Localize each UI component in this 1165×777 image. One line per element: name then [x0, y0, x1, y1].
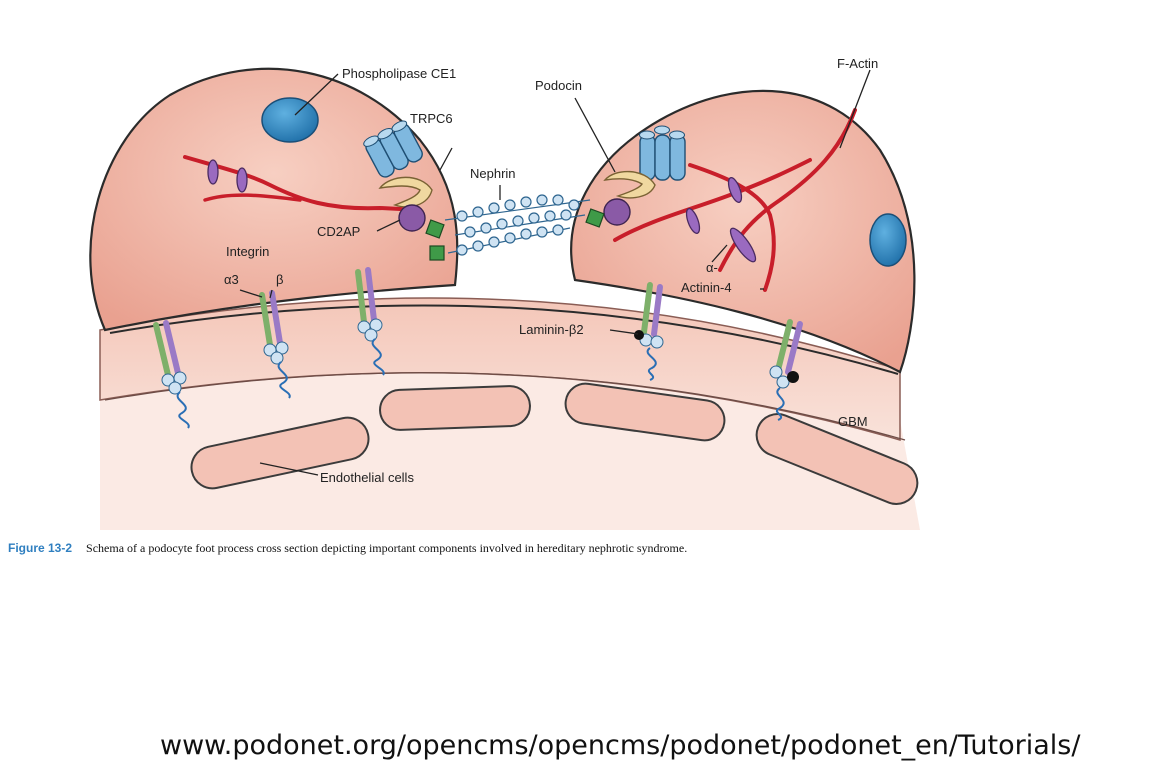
- cd2ap-right: [603, 198, 631, 226]
- trpc6-channel-right: [639, 125, 686, 181]
- right-actin-filament-1: [613, 158, 812, 242]
- cd2ap-left: [398, 204, 426, 232]
- integrin-3: [355, 267, 385, 376]
- label-gbm: GBM: [838, 414, 868, 429]
- figure-caption-text: Schema of a podocyte foot process cross …: [86, 541, 688, 555]
- figure-number: Figure 13-2: [8, 541, 73, 555]
- label-phospholipase: Phospholipase CE1: [342, 66, 456, 81]
- left-actin-filament: [183, 155, 422, 212]
- left-podocyte-foot-process: [89, 67, 459, 332]
- label-podocin: Podocin: [535, 78, 582, 93]
- trpc6-channel-left: [363, 120, 423, 178]
- nephrin-anchor-3: [585, 208, 605, 228]
- right-actinin-2: [685, 208, 701, 234]
- integrin-4: [634, 282, 664, 381]
- figure-caption: Figure 13-2 Schema of a podocyte foot pro…: [8, 541, 1158, 556]
- podocin-right: [603, 170, 656, 199]
- nephrin-anchor-1: [425, 219, 445, 239]
- label-alpha-actinin-2: Actinin-4: [681, 280, 732, 295]
- nephrin-chains: [444, 194, 591, 256]
- source-url: www.podonet.org/opencms/opencms/podonet/…: [160, 730, 1081, 761]
- podocin-left: [378, 176, 433, 208]
- label-endothelial: Endothelial cells: [320, 470, 414, 485]
- left-actinin-1: [207, 159, 219, 185]
- label-beta: β: [276, 272, 283, 287]
- endothelial-cell-2: [379, 385, 531, 431]
- leader-lines: [239, 69, 871, 476]
- cell-membrane-line: [109, 304, 899, 375]
- right-actinin-3: [729, 227, 757, 263]
- label-alpha-actinin-1: α-: [706, 260, 718, 275]
- endothelial-cell-1: [190, 416, 370, 490]
- nephrin-anchor-2: [429, 245, 445, 261]
- label-cd2ap: CD2AP: [317, 224, 360, 239]
- left-actinin-2: [236, 167, 248, 193]
- label-factin: F-Actin: [837, 56, 878, 71]
- integrin-5: [769, 319, 803, 421]
- label-trpc6: TRPC6: [410, 111, 453, 126]
- integrin-1: [153, 320, 190, 429]
- endothelial-cell-4: [755, 413, 919, 505]
- right-actin-filament-3: [688, 163, 776, 292]
- label-nephrin: Nephrin: [470, 166, 516, 181]
- podocyte-diagram: Phospholipase CE1 TRPC6 Podocin F-Actin …: [89, 56, 920, 530]
- endothelial-cell-3: [564, 382, 726, 442]
- label-integrin: Integrin: [226, 244, 269, 259]
- label-alpha3: α3: [224, 272, 239, 287]
- left-nucleus: [261, 97, 319, 143]
- integrin-2: [259, 290, 291, 399]
- label-laminin: Laminin-β2: [519, 322, 584, 337]
- right-nucleus: [869, 213, 907, 267]
- left-actin-filament-2: [203, 193, 302, 202]
- gbm-lower-line: [104, 372, 906, 441]
- right-actinin-1: [727, 177, 743, 203]
